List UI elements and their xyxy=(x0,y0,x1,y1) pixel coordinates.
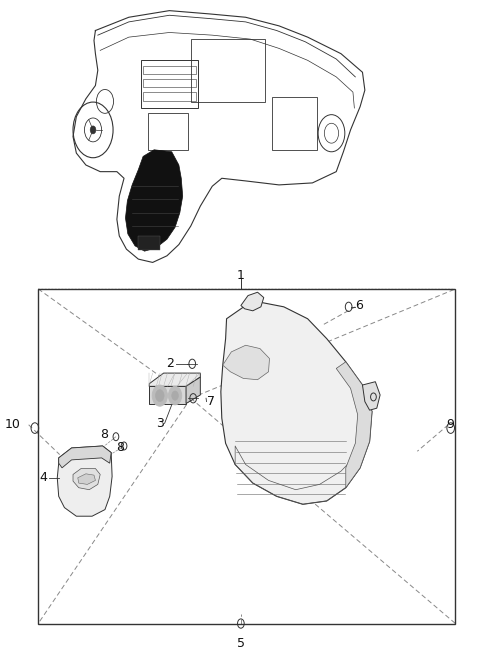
Bar xyxy=(191,39,264,102)
Circle shape xyxy=(90,126,96,134)
Text: 7: 7 xyxy=(207,395,216,408)
Text: 8: 8 xyxy=(100,428,108,441)
Text: 5: 5 xyxy=(237,637,245,650)
Polygon shape xyxy=(336,362,372,488)
Bar xyxy=(143,66,195,74)
Polygon shape xyxy=(73,469,100,490)
Bar xyxy=(138,236,160,250)
Polygon shape xyxy=(57,446,112,516)
Text: 2: 2 xyxy=(166,357,174,371)
Circle shape xyxy=(152,385,168,406)
Text: 9: 9 xyxy=(446,418,454,431)
Bar xyxy=(148,114,189,150)
Polygon shape xyxy=(241,292,264,311)
Polygon shape xyxy=(223,345,269,380)
Bar xyxy=(143,79,195,88)
Bar xyxy=(38,289,456,623)
Text: 10: 10 xyxy=(5,418,21,431)
Bar xyxy=(272,97,317,150)
Text: 1: 1 xyxy=(237,269,245,282)
Polygon shape xyxy=(221,302,372,504)
Polygon shape xyxy=(149,373,200,386)
Bar xyxy=(143,92,195,101)
Polygon shape xyxy=(78,474,96,485)
Bar xyxy=(141,60,198,108)
Text: 6: 6 xyxy=(355,299,363,312)
Circle shape xyxy=(172,391,179,400)
Text: 8: 8 xyxy=(116,442,124,454)
Circle shape xyxy=(168,386,182,405)
Polygon shape xyxy=(362,382,380,410)
Polygon shape xyxy=(125,150,183,251)
Text: 3: 3 xyxy=(156,417,164,430)
Polygon shape xyxy=(186,377,200,404)
Polygon shape xyxy=(149,386,186,404)
Polygon shape xyxy=(59,446,111,468)
Text: 4: 4 xyxy=(39,471,47,484)
Circle shape xyxy=(156,390,164,402)
